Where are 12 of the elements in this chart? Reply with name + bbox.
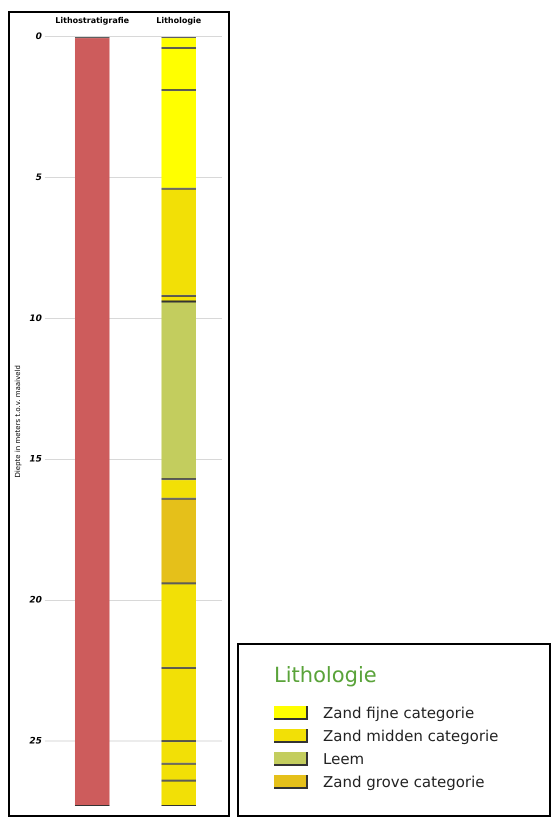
y-tick-label: 0 <box>36 32 42 42</box>
legend-title: Lithologie <box>274 663 378 687</box>
legend-label: Zand fijne categorie <box>323 704 474 722</box>
y-tick-label: 5 <box>36 172 42 183</box>
legend-label: Zand midden categorie <box>323 726 498 744</box>
y-tick-label: 20 <box>29 596 42 606</box>
legend-label: Leem <box>323 750 364 768</box>
x-tick-label: Lithostratigrafie <box>55 16 130 25</box>
legend-label: Zand grove categorie <box>323 772 484 790</box>
y-tick-label: 15 <box>29 454 42 465</box>
y-tick-label: 25 <box>29 736 42 747</box>
y-tick-label: 10 <box>29 314 42 324</box>
